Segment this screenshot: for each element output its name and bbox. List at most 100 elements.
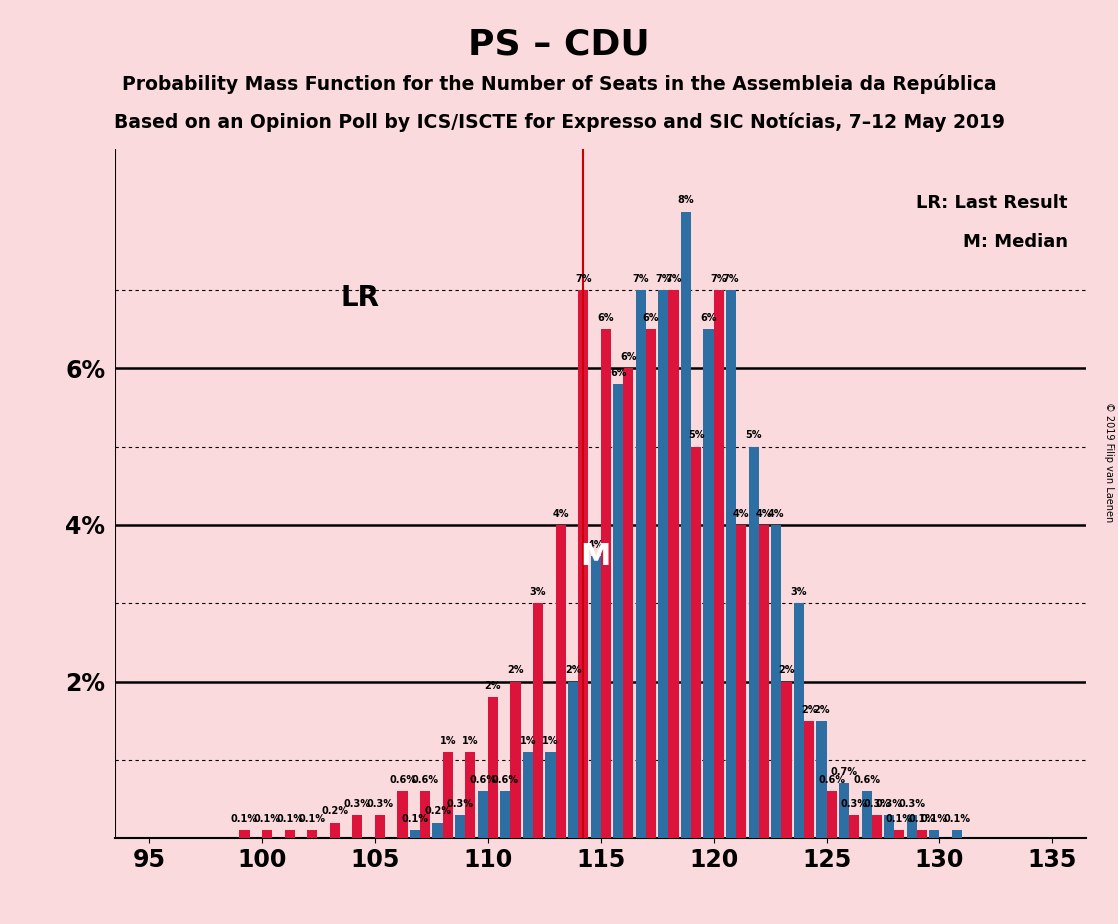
Text: 0.3%: 0.3% [446, 798, 474, 808]
Text: 7%: 7% [575, 274, 591, 284]
Text: 0.6%: 0.6% [492, 775, 519, 785]
Text: 0.6%: 0.6% [411, 775, 438, 785]
Text: 6%: 6% [597, 313, 614, 322]
Bar [636, 290, 646, 838]
Text: 0.1%: 0.1% [401, 814, 428, 824]
Text: 4%: 4% [552, 509, 569, 518]
Text: 0.1%: 0.1% [944, 814, 970, 824]
Bar [623, 369, 634, 838]
Text: 6%: 6% [620, 352, 636, 362]
Bar [669, 290, 679, 838]
Bar [691, 446, 701, 838]
Text: 0.3%: 0.3% [367, 798, 394, 808]
Text: 0.2%: 0.2% [424, 807, 451, 817]
Text: 0.1%: 0.1% [885, 814, 913, 824]
Bar [465, 752, 475, 838]
Bar [546, 752, 556, 838]
Text: © 2019 Filip van Laenen: © 2019 Filip van Laenen [1105, 402, 1114, 522]
Bar [330, 822, 340, 838]
Text: 7%: 7% [710, 274, 727, 284]
Bar [568, 682, 578, 838]
Bar [929, 831, 939, 838]
Text: 6%: 6% [700, 313, 717, 322]
Text: 7%: 7% [633, 274, 650, 284]
Text: 2%: 2% [508, 665, 523, 675]
Bar [420, 791, 430, 838]
Bar [849, 815, 860, 838]
Text: 2%: 2% [565, 665, 581, 675]
Bar [477, 791, 487, 838]
Bar [533, 603, 543, 838]
Bar [600, 329, 610, 838]
Text: 0.7%: 0.7% [831, 767, 858, 777]
Bar [284, 831, 295, 838]
Bar [523, 752, 533, 838]
Text: 0.6%: 0.6% [818, 775, 845, 785]
Text: LR: LR [341, 284, 380, 311]
Text: 0.2%: 0.2% [321, 807, 349, 817]
Text: 4%: 4% [587, 540, 604, 550]
Bar [659, 290, 669, 838]
Bar [397, 791, 408, 838]
Text: PS – CDU: PS – CDU [468, 28, 650, 62]
Bar [726, 290, 736, 838]
Bar [917, 831, 927, 838]
Text: 4%: 4% [756, 509, 773, 518]
Text: M: M [580, 541, 610, 571]
Text: 0.3%: 0.3% [898, 798, 926, 808]
Bar [816, 721, 826, 838]
Bar [781, 682, 792, 838]
Bar [556, 525, 566, 838]
Text: 2%: 2% [778, 665, 795, 675]
Text: 7%: 7% [723, 274, 739, 284]
Text: 0.1%: 0.1% [909, 814, 936, 824]
Text: 0.1%: 0.1% [921, 814, 948, 824]
Bar [838, 784, 849, 838]
Text: 7%: 7% [665, 274, 682, 284]
Bar [352, 815, 362, 838]
Bar [907, 815, 917, 838]
Text: 6%: 6% [610, 368, 626, 378]
Text: 2%: 2% [813, 705, 830, 714]
Bar [443, 752, 453, 838]
Bar [307, 831, 318, 838]
Bar [510, 682, 521, 838]
Bar [703, 329, 713, 838]
Text: 0.6%: 0.6% [853, 775, 880, 785]
Text: 2%: 2% [484, 681, 501, 691]
Text: 6%: 6% [643, 313, 660, 322]
Bar [375, 815, 385, 838]
Bar [736, 525, 747, 838]
Bar [262, 831, 272, 838]
Text: 0.1%: 0.1% [254, 814, 281, 824]
Bar [590, 556, 600, 838]
Bar [487, 698, 498, 838]
Text: Probability Mass Function for the Number of Seats in the Assembleia da República: Probability Mass Function for the Number… [122, 74, 996, 94]
Bar [239, 831, 249, 838]
Bar [894, 831, 904, 838]
Text: 5%: 5% [688, 431, 704, 441]
Bar [951, 831, 961, 838]
Text: 3%: 3% [790, 587, 807, 597]
Text: 2%: 2% [800, 705, 817, 714]
Bar [884, 815, 894, 838]
Text: 0.1%: 0.1% [276, 814, 303, 824]
Bar [500, 791, 510, 838]
Text: 8%: 8% [678, 195, 694, 205]
Bar [433, 822, 443, 838]
Bar [794, 603, 804, 838]
Text: LR: Last Result: LR: Last Result [916, 194, 1068, 212]
Text: 0.3%: 0.3% [344, 798, 371, 808]
Text: 0.6%: 0.6% [389, 775, 416, 785]
Text: Based on an Opinion Poll by ICS/ISCTE for Expresso and SIC Notícias, 7–12 May 20: Based on an Opinion Poll by ICS/ISCTE fo… [114, 113, 1004, 132]
Bar [681, 212, 691, 838]
Bar [749, 446, 759, 838]
Bar [578, 290, 588, 838]
Text: 5%: 5% [746, 431, 762, 441]
Bar [771, 525, 781, 838]
Text: 0.6%: 0.6% [470, 775, 496, 785]
Text: 4%: 4% [733, 509, 749, 518]
Text: 4%: 4% [768, 509, 785, 518]
Text: 1%: 1% [542, 736, 559, 746]
Text: 0.1%: 0.1% [299, 814, 325, 824]
